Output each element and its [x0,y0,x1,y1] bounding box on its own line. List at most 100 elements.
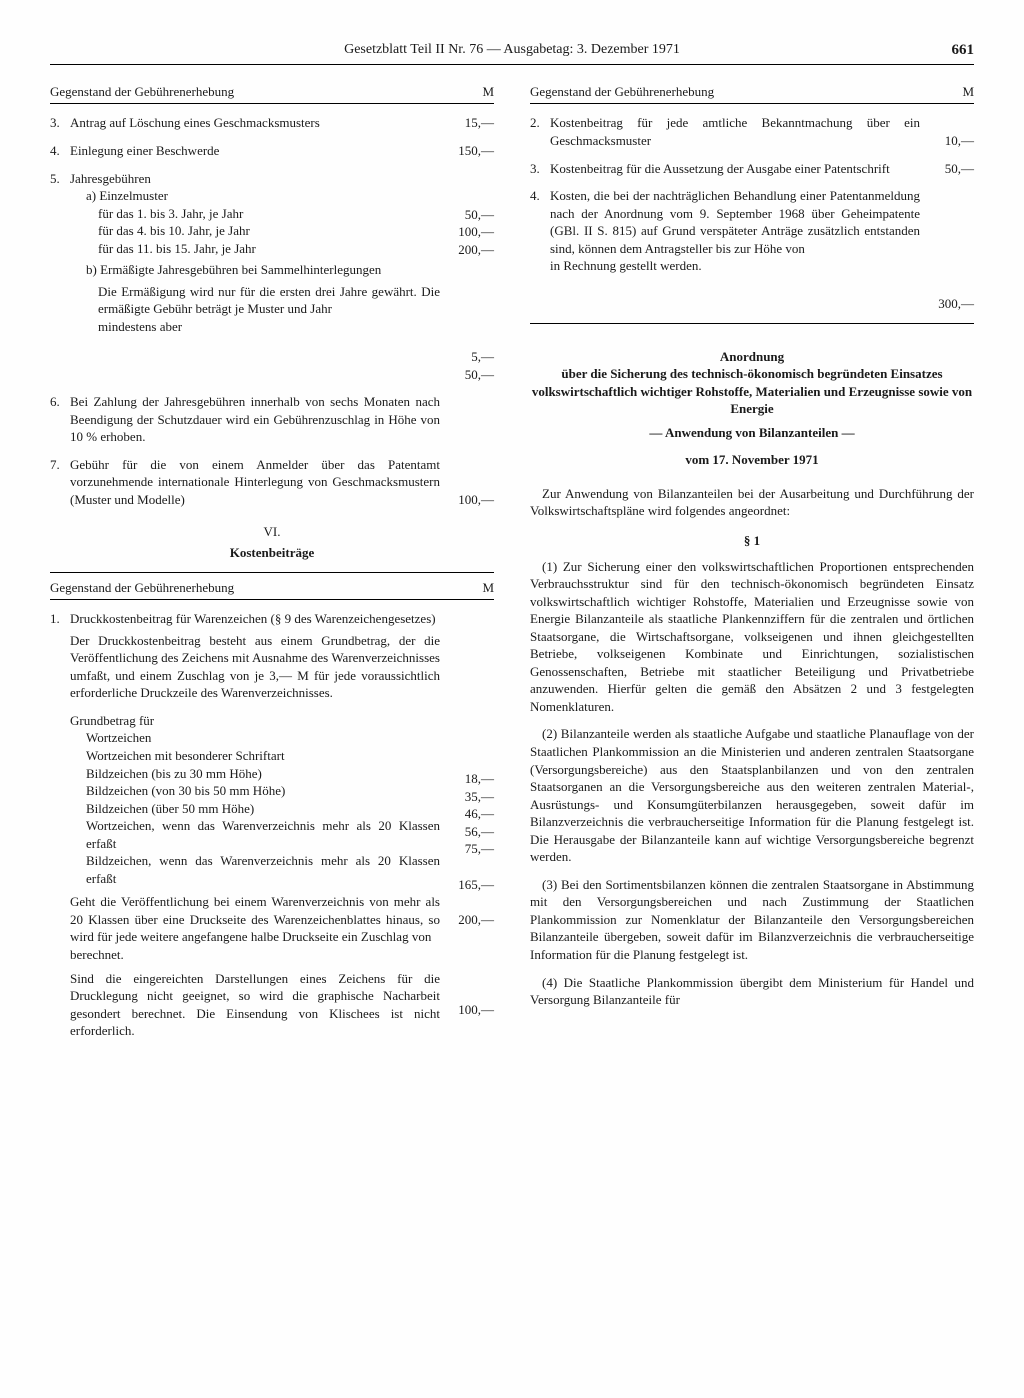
a1-text: für das 1. bis 3. Jahr, je Jahr [70,205,440,223]
spacer [440,294,494,348]
b-amt: 5,— [440,348,494,366]
fee-item-7: 7. Gebühr für die von einem Anmelder übe… [50,456,494,509]
r-item-3: 3. Kostenbeitrag für die Aussetzung der … [530,160,974,178]
page-header: Gesetzblatt Teil II Nr. 76 — Ausgabetag:… [50,40,974,65]
item-amt: 15,— [440,114,494,132]
item5b-text: Die Ermäßigung wird nur für die ersten d… [70,283,440,318]
para-1-2: (2) Bilanzanteile werden als staatliche … [530,725,974,865]
r4-text: Kosten, die bei der nachträglichen Behan… [550,187,920,257]
para-1-4: (4) Die Staatliche Plankommission übergi… [530,974,974,1009]
r-item-2: 2. Kostenbeitrag für jede amtliche Bekan… [530,114,974,149]
k1-extra1: Geht die Veröffentlichung bei einem Ware… [70,893,440,946]
item-num: 7. [50,456,70,474]
item5-title: Jahresgebühren [70,170,440,188]
b-min-amt: 50,— [440,366,494,384]
spacer [440,610,494,770]
k1-num: 1. [50,610,70,628]
item-num: 4. [50,142,70,160]
fee-item-6: 6. Bei Zahlung der Jahresgebühren innerh… [50,393,494,446]
fee-table-header: Gegenstand der Gebührenerhebung M [50,83,494,105]
tbl-label: Gegenstand der Gebührenerhebung [50,83,234,101]
g5-text: Wortzeichen, wenn das Warenverzeichnis m… [70,817,440,852]
roman-vi: VI. [50,523,494,541]
r4-suffix: in Rechnung gestellt werden. [550,257,920,275]
k1: 1. Druckkostenbeitrag für Warenzeichen (… [50,610,494,1040]
item-num: 6. [50,393,70,411]
anordnung-subtitle: über die Sicherung des technisch-ökonomi… [530,365,974,418]
item5b-min: mindestens aber [70,318,440,336]
g2-text: Bildzeichen (bis zu 30 mm Höhe) [70,765,440,783]
anordnung-line2: — Anwendung von Bilanzanteilen — [530,424,974,442]
g4-amt: 75,— [440,840,494,858]
anordnung-heading: Anordnung [530,348,974,366]
fee-table-header-2: Gegenstand der Gebührenerhebung M [50,572,494,601]
g3-amt: 56,— [440,823,494,841]
k1-body: Druckkostenbeitrag für Warenzeichen (§ 9… [70,610,440,1040]
a1-amt: 50,— [440,206,494,224]
item-num: 3. [50,114,70,132]
item-num: 5. [50,170,70,188]
intro-para: Zur Anwendung von Bilanzanteilen bei der… [530,485,974,520]
g5-amt: 165,— [440,876,494,894]
tbl2-unit: M [482,579,494,597]
g4-text: Bildzeichen (über 50 mm Höhe) [70,800,440,818]
item-text: Antrag auf Löschung eines Geschmacksmust… [70,114,440,132]
g6-amt: 200,— [440,911,494,929]
para-1-1: (1) Zur Sicherung einer den volkswirtsch… [530,558,974,716]
g0-text: Wortzeichen [70,729,440,747]
item-text: Kostenbeitrag für jede amtliche Bekanntm… [550,114,920,149]
a1-amt [440,188,494,206]
r4-amt: 300,— [920,295,974,313]
item-body: Kosten, die bei der nachträglichen Behan… [550,187,920,275]
k1-amts: 18,— 35,— 46,— 56,— 75,— 165,— 200,— 100… [440,610,494,1018]
k1-desc: Der Druckkostenbeitrag besteht aus einem… [70,632,440,702]
g3-text: Bildzeichen (von 30 bis 50 mm Höhe) [70,782,440,800]
item-body: Jahresgebühren a) Einzelmuster für das 1… [70,170,440,336]
tbl-r-label: Gegenstand der Gebührenerhebung [530,83,714,101]
k1-extra1-suffix: berechnet. [70,946,440,964]
tbl2-label: Gegenstand der Gebührenerhebung [50,579,234,597]
item-amt: 100,— [440,491,494,509]
item-num: 4. [530,187,550,205]
g6-text: Bildzeichen, wenn das Warenverzeichnis m… [70,852,440,887]
fee-table-header-r: Gegenstand der Gebührenerhebung M [530,83,974,105]
two-column-layout: Gegenstand der Gebührenerhebung M 3. Ant… [50,77,974,1050]
item-amt: 150,— [440,142,494,160]
item-text: Bei Zahlung der Jahresgebühren innerhalb… [70,393,440,446]
left-column: Gegenstand der Gebührenerhebung M 3. Ant… [50,77,494,1050]
spacer [440,893,494,911]
r-item-4: 4. Kosten, die bei der nachträglichen Be… [530,187,974,313]
tbl-unit: M [482,83,494,101]
item-amt: 10,— [920,132,974,150]
item-text: Gebühr für die von einem Anmelder über d… [70,456,440,509]
fee-item-5: 5. Jahresgebühren a) Einzelmuster für da… [50,170,494,384]
header-title: Gesetzblatt Teil II Nr. 76 — Ausgabetag:… [344,42,680,57]
section-kostenbeitraege: Kostenbeiträge [50,544,494,562]
a1-amt [440,170,494,188]
g0-amt: 18,— [440,770,494,788]
item5-amts: 50,— 100,— 200,— 5,— 50,— [440,170,494,384]
para-1-label: § 1 [530,532,974,550]
a3-amt: 200,— [440,241,494,259]
g2-amt: 46,— [440,805,494,823]
section-divider [530,323,974,324]
page-number: 661 [952,40,975,60]
g1-text: Wortzeichen mit besonderer Schriftart [70,747,440,765]
item-text: Kostenbeitrag für die Aussetzung der Aus… [550,160,920,178]
spacer [920,187,974,295]
tbl-r-unit: M [962,83,974,101]
anordnung-date: vom 17. November 1971 [530,451,974,469]
a2-amt: 100,— [440,223,494,241]
item-num: 2. [530,114,550,132]
item5a-label: a) Einzelmuster [70,187,440,205]
spacer [440,929,494,1001]
g1-amt: 35,— [440,788,494,806]
k1-title: Druckkostenbeitrag für Warenzeichen (§ 9… [70,610,440,628]
r4-amt-col: 300,— [920,187,974,313]
extra1-amt: 100,— [440,1001,494,1019]
item-text: Einlegung einer Beschwerde [70,142,440,160]
anordnung-header: Anordnung über die Sicherung des technis… [530,348,974,469]
a3-text: für das 11. bis 15. Jahr, je Jahr [70,240,440,258]
spacer [440,258,494,294]
item-amt: 50,— [920,160,974,178]
